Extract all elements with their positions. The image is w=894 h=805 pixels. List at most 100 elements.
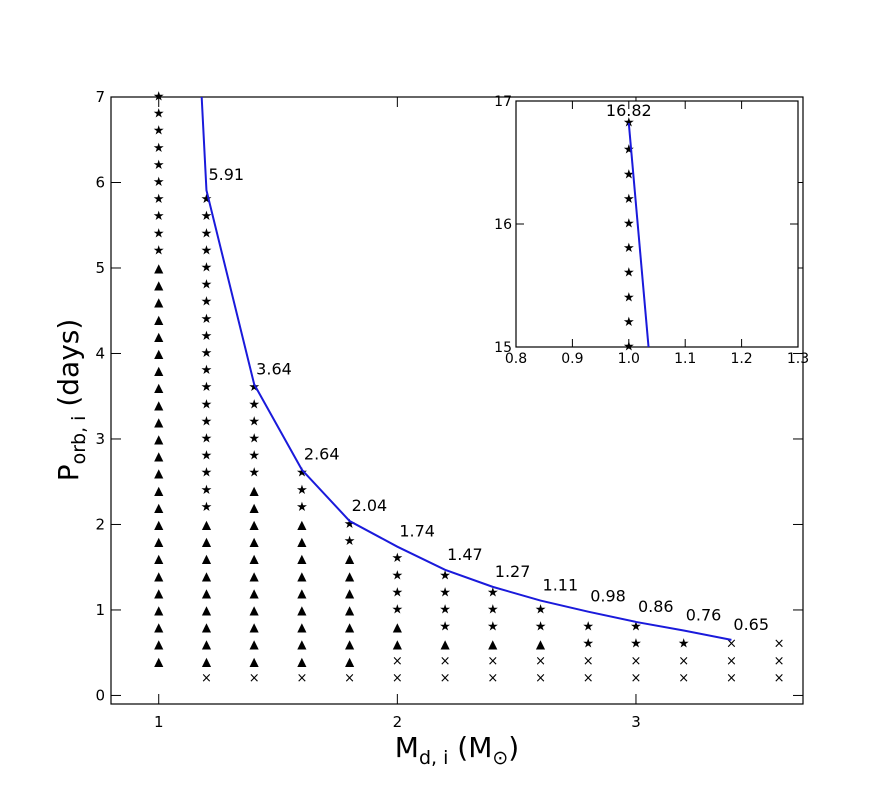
triangle-marker: ▲ xyxy=(297,654,307,668)
star-marker: ★ xyxy=(439,568,451,583)
cross-marker: × xyxy=(535,671,546,686)
boundary-value-label: 3.64 xyxy=(256,359,292,378)
star-marker: ★ xyxy=(201,483,213,498)
triangle-marker: ▲ xyxy=(393,637,403,651)
boundary-value-label: 1.11 xyxy=(543,576,579,595)
star-marker: ★ xyxy=(201,346,213,361)
triangle-marker: ▲ xyxy=(202,552,212,566)
triangle-marker: ▲ xyxy=(250,603,260,617)
star-marker: ★ xyxy=(392,602,404,617)
cross-marker: × xyxy=(774,671,785,686)
inset-x-tick-label: 1.1 xyxy=(674,351,696,367)
triangle-marker: ▲ xyxy=(154,535,164,549)
inset-star-marker: ★ xyxy=(623,266,635,281)
cross-marker: × xyxy=(774,637,785,652)
triangle-marker: ▲ xyxy=(154,364,164,378)
star-marker: ★ xyxy=(487,620,499,635)
triangle-marker: ▲ xyxy=(297,535,307,549)
star-marker: ★ xyxy=(248,397,260,412)
star-marker: ★ xyxy=(392,585,404,600)
boundary-value-label: 0.65 xyxy=(733,615,769,634)
triangle-marker: ▲ xyxy=(250,637,260,651)
cross-marker: × xyxy=(583,671,594,686)
inset-x-tick-label: 0.8 xyxy=(505,351,527,367)
triangle-marker: ▲ xyxy=(154,415,164,429)
inset-plot-background xyxy=(516,101,798,347)
star-marker: ★ xyxy=(153,158,165,173)
y-tick-label: 0 xyxy=(95,686,105,704)
star-marker: ★ xyxy=(630,637,642,652)
x-axis-label: Md, i (M⊙) xyxy=(395,731,519,769)
triangle-marker: ▲ xyxy=(297,637,307,651)
boundary-value-label: 2.64 xyxy=(304,445,340,464)
star-marker: ★ xyxy=(392,551,404,566)
triangle-marker: ▲ xyxy=(154,637,164,651)
triangle-marker: ▲ xyxy=(154,381,164,395)
inset-y-tick-label: 16 xyxy=(494,217,512,233)
inset-x-axis-ticks: 0.8 0.9 1.0 1.1 1.2 1.3 xyxy=(505,101,809,367)
triangle-marker: ▲ xyxy=(202,535,212,549)
triangle-marker: ▲ xyxy=(154,466,164,480)
triangle-marker: ▲ xyxy=(297,603,307,617)
star-marker: ★ xyxy=(201,192,213,207)
main-data-points: ▲ ▲ ▲ ▲ ▲ ▲ ▲ ▲ ▲ ▲ ▲ ▲ ▲ ▲ ▲ ▲ ▲ ▲ ▲ ▲ ▲ ▲ ▲ ▲ ★ ★ ★ ★ ★ ★ ★ ★ ★ ★ × ▲ ▲ ▲ ▲ ▲… xyxy=(153,90,785,686)
triangle-marker: ▲ xyxy=(297,552,307,566)
star-marker: ★ xyxy=(392,568,404,583)
star-marker: ★ xyxy=(248,414,260,429)
triangle-marker: ▲ xyxy=(297,586,307,600)
triangle-marker: ▲ xyxy=(297,620,307,634)
cross-marker: × xyxy=(726,637,737,652)
star-marker: ★ xyxy=(153,192,165,207)
y-tick-label: 2 xyxy=(95,515,105,533)
star-marker: ★ xyxy=(535,620,547,635)
cross-marker: × xyxy=(201,671,212,686)
star-marker: ★ xyxy=(248,449,260,464)
triangle-marker: ▲ xyxy=(154,329,164,343)
triangle-marker: ▲ xyxy=(345,620,355,634)
triangle-marker: ▲ xyxy=(202,586,212,600)
star-marker: ★ xyxy=(201,295,213,310)
triangle-marker: ▲ xyxy=(154,517,164,531)
star-marker: ★ xyxy=(535,602,547,617)
star-marker: ★ xyxy=(153,175,165,190)
inset-y-tick-label: 17 xyxy=(494,94,512,110)
cross-marker: × xyxy=(249,671,260,686)
star-marker: ★ xyxy=(201,500,213,515)
inset-y-axis-ticks: 15 16 17 xyxy=(494,94,798,356)
triangle-marker: ▲ xyxy=(154,432,164,446)
star-marker: ★ xyxy=(678,637,690,652)
triangle-marker: ▲ xyxy=(345,654,355,668)
boundary-value-label: 2.04 xyxy=(352,496,388,515)
inset-star-marker: ★ xyxy=(623,192,635,207)
triangle-marker: ▲ xyxy=(154,569,164,583)
cross-marker: × xyxy=(774,654,785,669)
triangle-marker: ▲ xyxy=(297,569,307,583)
inset-star-marker: ★ xyxy=(623,143,635,158)
star-marker: ★ xyxy=(248,380,260,395)
y-tick-label: 1 xyxy=(95,601,105,619)
star-marker: ★ xyxy=(153,124,165,139)
inset-boundary-line xyxy=(627,123,650,348)
y-tick-label: 7 xyxy=(95,88,105,106)
triangle-marker: ▲ xyxy=(250,500,260,514)
star-marker: ★ xyxy=(582,620,594,635)
triangle-marker: ▲ xyxy=(297,517,307,531)
cross-marker: × xyxy=(583,654,594,669)
cross-marker: × xyxy=(535,654,546,669)
triangle-marker: ▲ xyxy=(202,603,212,617)
triangle-marker: ▲ xyxy=(202,637,212,651)
triangle-marker: ▲ xyxy=(250,552,260,566)
cross-marker: × xyxy=(392,671,403,686)
triangle-marker: ▲ xyxy=(345,552,355,566)
boundary-value-label: 0.76 xyxy=(686,605,722,624)
triangle-marker: ▲ xyxy=(154,552,164,566)
triangle-marker: ▲ xyxy=(345,569,355,583)
inset-x-tick-label: 1.0 xyxy=(618,351,640,367)
star-marker: ★ xyxy=(439,602,451,617)
star-marker: ★ xyxy=(582,637,594,652)
star-marker: ★ xyxy=(201,209,213,224)
triangle-marker: ▲ xyxy=(440,637,450,651)
triangle-marker: ▲ xyxy=(154,295,164,309)
y-tick-label: 5 xyxy=(95,259,105,277)
